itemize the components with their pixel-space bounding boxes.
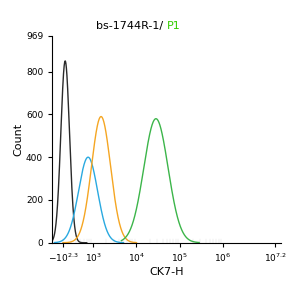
Text: P1: P1 <box>167 21 180 31</box>
Text: bs-1744R-1/: bs-1744R-1/ <box>96 21 167 31</box>
X-axis label: CK7-H: CK7-H <box>150 267 184 277</box>
Y-axis label: Count: Count <box>13 123 23 156</box>
